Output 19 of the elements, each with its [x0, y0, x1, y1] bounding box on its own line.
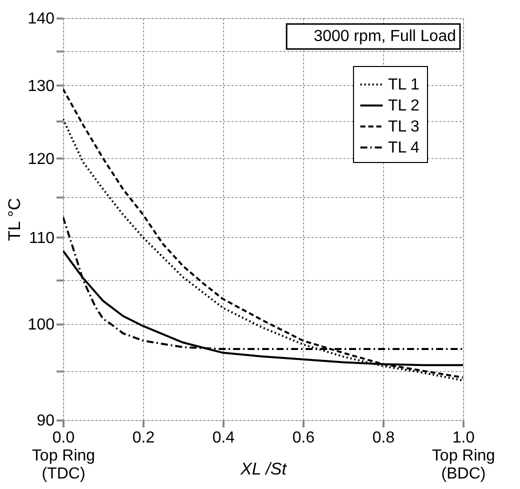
x-axis-title: XL /St	[240, 460, 288, 478]
x-tick-label: 1.0 Top Ring (BDC)	[432, 430, 496, 482]
x-tick-label: 0.4	[212, 430, 235, 446]
legend-label: TL 1	[388, 76, 420, 94]
x-tick-label: 0.2	[132, 430, 155, 446]
annotation: 3000 rpm, Full Load	[314, 28, 456, 45]
y-tick-label: 120	[28, 150, 55, 168]
y-axis-title: TL °C	[4, 198, 24, 242]
x-tick-label: 0.8	[372, 430, 395, 446]
y-tick-label: 140	[28, 10, 55, 28]
legend-label: TL 3	[388, 118, 420, 136]
y-tick-label: 90	[36, 412, 55, 430]
y-tick-label: 100	[28, 316, 55, 334]
legend-label: TL 4	[388, 140, 420, 156]
y-tick-label: 130	[28, 78, 55, 95]
legend-label: TL 2	[388, 98, 420, 114]
x-tick-label: 0.0 Top Ring (TDC)	[32, 430, 96, 482]
x-tick-label: 0.6	[292, 430, 315, 446]
y-tick-label: 110	[28, 230, 55, 247]
